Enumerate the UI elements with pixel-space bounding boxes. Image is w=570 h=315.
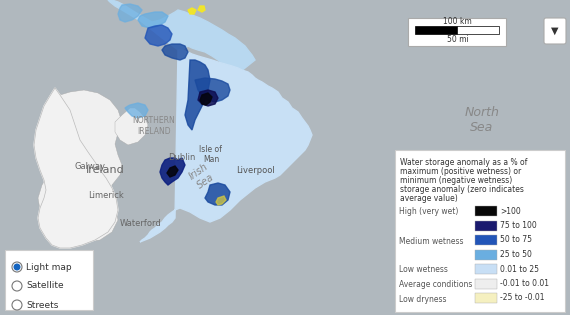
Circle shape <box>12 300 22 310</box>
FancyBboxPatch shape <box>5 250 93 310</box>
Polygon shape <box>216 196 226 205</box>
Polygon shape <box>160 158 185 185</box>
Polygon shape <box>200 93 212 105</box>
Circle shape <box>12 281 22 291</box>
Text: Irish
Sea: Irish Sea <box>188 162 217 191</box>
Bar <box>475 249 497 260</box>
Circle shape <box>14 264 20 270</box>
Polygon shape <box>34 88 118 248</box>
Text: storage anomaly (zero indicates: storage anomaly (zero indicates <box>400 185 524 194</box>
Text: NORTHERN
IRELAND: NORTHERN IRELAND <box>132 116 176 136</box>
Polygon shape <box>248 115 275 155</box>
Bar <box>395 150 565 312</box>
Text: 75 to 100: 75 to 100 <box>500 221 537 230</box>
Polygon shape <box>115 108 148 145</box>
Text: Low dryness: Low dryness <box>399 295 446 303</box>
Polygon shape <box>125 103 148 118</box>
Text: -25 to -0.01: -25 to -0.01 <box>500 294 544 302</box>
Text: ▼: ▼ <box>551 26 559 36</box>
Text: North
Sea: North Sea <box>464 106 499 134</box>
Polygon shape <box>188 8 196 14</box>
Text: Low wetness: Low wetness <box>399 266 448 274</box>
Polygon shape <box>38 90 122 242</box>
Polygon shape <box>140 50 312 242</box>
Bar <box>457 26 499 34</box>
Text: Liverpool: Liverpool <box>237 166 275 175</box>
Text: High (very wet): High (very wet) <box>399 208 458 216</box>
Text: 25 to 50: 25 to 50 <box>500 250 532 259</box>
Text: Average conditions: Average conditions <box>399 280 473 289</box>
Bar <box>475 220 497 231</box>
Text: Ireland: Ireland <box>86 165 125 175</box>
Circle shape <box>12 262 22 272</box>
Text: Waterford: Waterford <box>120 219 161 228</box>
Text: >100: >100 <box>500 207 521 215</box>
Polygon shape <box>167 166 178 177</box>
Polygon shape <box>118 4 142 22</box>
Text: 0.01 to 25: 0.01 to 25 <box>500 265 539 273</box>
Text: -0.01 to 0.01: -0.01 to 0.01 <box>500 279 549 288</box>
Text: Water storage anomaly as a % of: Water storage anomaly as a % of <box>400 158 527 167</box>
Text: Limerick: Limerick <box>88 191 124 200</box>
FancyBboxPatch shape <box>408 18 506 46</box>
Bar <box>475 278 497 289</box>
Text: maximum (positive wetness) or: maximum (positive wetness) or <box>400 167 521 176</box>
Polygon shape <box>108 0 255 72</box>
Text: 50 mi: 50 mi <box>447 36 469 44</box>
Polygon shape <box>198 90 218 106</box>
Bar <box>475 235 497 245</box>
Text: Isle of
Man: Isle of Man <box>200 145 222 164</box>
Text: Dublin: Dublin <box>168 153 196 162</box>
Text: Satellite: Satellite <box>26 282 64 290</box>
Polygon shape <box>162 44 188 60</box>
Text: Medium wetness: Medium wetness <box>399 237 463 245</box>
Polygon shape <box>185 60 210 130</box>
Bar <box>415 26 457 34</box>
Polygon shape <box>205 183 230 205</box>
Bar <box>475 206 497 216</box>
Polygon shape <box>198 6 205 12</box>
Text: average value): average value) <box>400 194 458 203</box>
Text: Galway: Galway <box>74 163 105 171</box>
Text: Light map: Light map <box>26 262 72 272</box>
Text: Streets: Streets <box>26 301 58 310</box>
Text: minimum (negative wetness): minimum (negative wetness) <box>400 176 512 185</box>
Polygon shape <box>138 12 168 28</box>
Text: 100 km: 100 km <box>443 18 472 26</box>
Polygon shape <box>195 78 230 102</box>
Text: 50 to 75: 50 to 75 <box>500 236 532 244</box>
FancyBboxPatch shape <box>544 18 566 44</box>
Bar <box>475 293 497 303</box>
Polygon shape <box>145 25 172 46</box>
Bar <box>475 264 497 274</box>
